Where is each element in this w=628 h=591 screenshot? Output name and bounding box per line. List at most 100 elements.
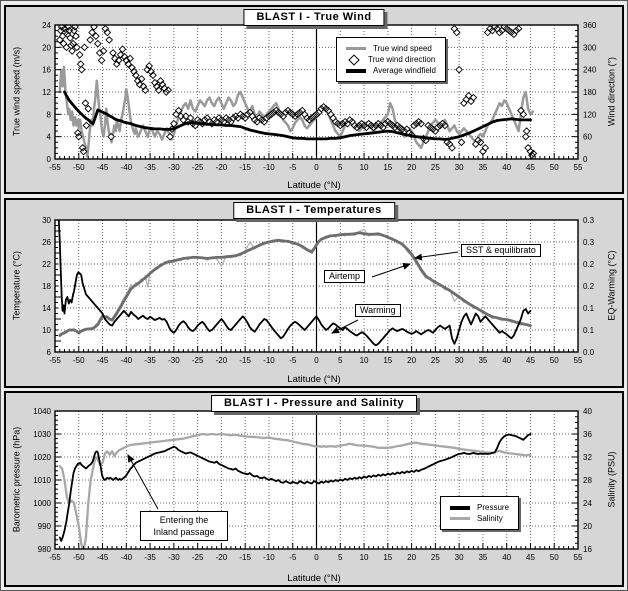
svg-text:22: 22 xyxy=(42,260,51,269)
svg-text:14: 14 xyxy=(42,304,51,313)
svg-text:1010: 1010 xyxy=(33,476,51,485)
svg-text:5: 5 xyxy=(338,163,343,172)
svg-text:55: 55 xyxy=(574,553,583,562)
legend-item: Salinity xyxy=(450,514,509,523)
svg-text:240: 240 xyxy=(583,66,597,75)
svg-text:-10: -10 xyxy=(263,356,275,365)
annotation-arrow xyxy=(331,319,359,334)
svg-text:12: 12 xyxy=(42,88,51,97)
svg-text:10: 10 xyxy=(42,326,51,335)
svg-text:180: 180 xyxy=(583,88,597,97)
svg-text:15: 15 xyxy=(383,163,392,172)
svg-text:10: 10 xyxy=(360,163,369,172)
svg-text:-45: -45 xyxy=(97,553,109,562)
svg-text:40: 40 xyxy=(502,553,511,562)
svg-text:-25: -25 xyxy=(192,553,204,562)
svg-text:360: 360 xyxy=(583,21,597,30)
svg-text:6: 6 xyxy=(47,348,52,357)
svg-text:-40: -40 xyxy=(121,356,133,365)
svg-text:0: 0 xyxy=(47,155,52,164)
svg-text:40: 40 xyxy=(583,407,592,416)
svg-text:30: 30 xyxy=(42,216,51,225)
svg-text:8: 8 xyxy=(47,110,52,119)
svg-text:0: 0 xyxy=(314,553,319,562)
legend-item-label: Pressure xyxy=(477,503,510,512)
svg-text:28: 28 xyxy=(583,476,592,485)
svg-text:0.1: 0.1 xyxy=(583,326,595,335)
annotation-warming: Warming xyxy=(355,304,401,317)
chart-svg: -55 -50 -45 -40 -35 -30 -25 -20 -15 -10 -5 0 5 10 15 20… xyxy=(33,407,592,562)
svg-text:-5: -5 xyxy=(289,163,297,172)
svg-text:-5: -5 xyxy=(289,356,297,365)
svg-text:50: 50 xyxy=(550,553,559,562)
svg-text:20: 20 xyxy=(407,163,416,172)
left-axis-label-wind-speed: True wind speed (m/s) xyxy=(11,46,22,137)
svg-text:980: 980 xyxy=(38,545,52,554)
svg-text:-30: -30 xyxy=(168,356,180,365)
x-axis-label-latitude: Latitude (°N) xyxy=(287,180,341,191)
left-axis-label-pressure: Barometric pressure (hPa) xyxy=(11,426,22,533)
svg-text:-50: -50 xyxy=(73,163,85,172)
x-axis-label-latitude: Latitude (°N) xyxy=(287,573,341,584)
axis-ticks xyxy=(54,219,579,353)
series-salinity xyxy=(58,432,532,549)
svg-text:1000: 1000 xyxy=(33,499,51,508)
svg-text:4: 4 xyxy=(47,133,52,142)
chart-title-temperatures: BLAST I - Temperatures xyxy=(233,202,395,219)
right-axis-label-wind-direction: Wind direction (°) xyxy=(606,56,617,127)
annotation-arrow xyxy=(127,454,159,510)
svg-text:990: 990 xyxy=(38,522,52,531)
svg-text:1030: 1030 xyxy=(33,430,51,439)
svg-text:0.2: 0.2 xyxy=(583,260,595,269)
svg-text:20: 20 xyxy=(407,553,416,562)
svg-text:-30: -30 xyxy=(168,553,180,562)
svg-text:1020: 1020 xyxy=(33,453,51,462)
svg-text:0.1: 0.1 xyxy=(583,304,595,313)
svg-text:35: 35 xyxy=(478,163,487,172)
tick-labels: -55 -50 -45 -40 -35 -30 -25 -20 -15 -10 -5 0 5 10 15 20… xyxy=(33,407,592,562)
svg-text:40: 40 xyxy=(502,163,511,172)
chart-svg: -55 -50 -45 -40 -35 -30 -25 -20 -15 -10 -5 0 5 10 15 20… xyxy=(42,21,597,172)
svg-text:0.3: 0.3 xyxy=(583,216,595,225)
svg-text:-50: -50 xyxy=(73,356,85,365)
annotation-inland-line1: Entering the xyxy=(159,515,209,525)
series xyxy=(55,25,538,159)
svg-text:25: 25 xyxy=(431,163,440,172)
svg-text:-15: -15 xyxy=(239,553,251,562)
svg-text:16: 16 xyxy=(583,545,592,554)
pressure-salinity-plot: -55 -50 -45 -40 -35 -30 -25 -20 -15 -10 -5 0 5 10 15 20… xyxy=(6,393,624,590)
svg-text:50: 50 xyxy=(550,163,559,172)
svg-text:50: 50 xyxy=(550,356,559,365)
svg-text:18: 18 xyxy=(42,282,51,291)
svg-text:15: 15 xyxy=(383,356,392,365)
svg-text:45: 45 xyxy=(526,356,535,365)
svg-text:-15: -15 xyxy=(239,356,251,365)
temperatures-plot: -55 -50 -45 -40 -35 -30 -25 -20 -15 -10 -5 0 5 10 15 20… xyxy=(6,200,624,391)
svg-text:30: 30 xyxy=(455,356,464,365)
svg-text:-50: -50 xyxy=(73,553,85,562)
svg-text:25: 25 xyxy=(431,356,440,365)
svg-text:-35: -35 xyxy=(144,356,156,365)
legend-item-label: True wind speed xyxy=(373,44,432,53)
legend-item-label: Average windfield xyxy=(373,66,437,75)
series-pressure xyxy=(58,433,532,542)
svg-text:-40: -40 xyxy=(121,553,133,562)
svg-text:24: 24 xyxy=(42,21,51,30)
svg-text:-20: -20 xyxy=(216,356,228,365)
tick-labels: -55 -50 -45 -40 -35 -30 -25 -20 -15 -10 -5 0 5 10 15 20… xyxy=(42,21,597,172)
svg-text:1040: 1040 xyxy=(33,407,51,416)
svg-text:-10: -10 xyxy=(263,163,275,172)
svg-text:45: 45 xyxy=(526,163,535,172)
svg-text:45: 45 xyxy=(526,553,535,562)
annotation-airtemp: Airtemp xyxy=(324,270,366,283)
legend-item: True wind speed xyxy=(346,44,436,53)
svg-text:15: 15 xyxy=(383,553,392,562)
series-true-wind-direction xyxy=(55,25,538,159)
svg-text:20: 20 xyxy=(407,356,416,365)
true-wind-chart-panel: -55 -50 -45 -40 -35 -30 -25 -20 -15 -10 -5 0 5 10 15 20… xyxy=(4,5,624,194)
x-axis-label-latitude: Latitude (°N) xyxy=(287,374,341,385)
chart-svg: -55 -50 -45 -40 -35 -30 -25 -20 -15 -10 -5 0 5 10 15 20… xyxy=(42,216,595,365)
svg-text:35: 35 xyxy=(478,356,487,365)
svg-text:-45: -45 xyxy=(97,163,109,172)
svg-text:-20: -20 xyxy=(216,163,228,172)
